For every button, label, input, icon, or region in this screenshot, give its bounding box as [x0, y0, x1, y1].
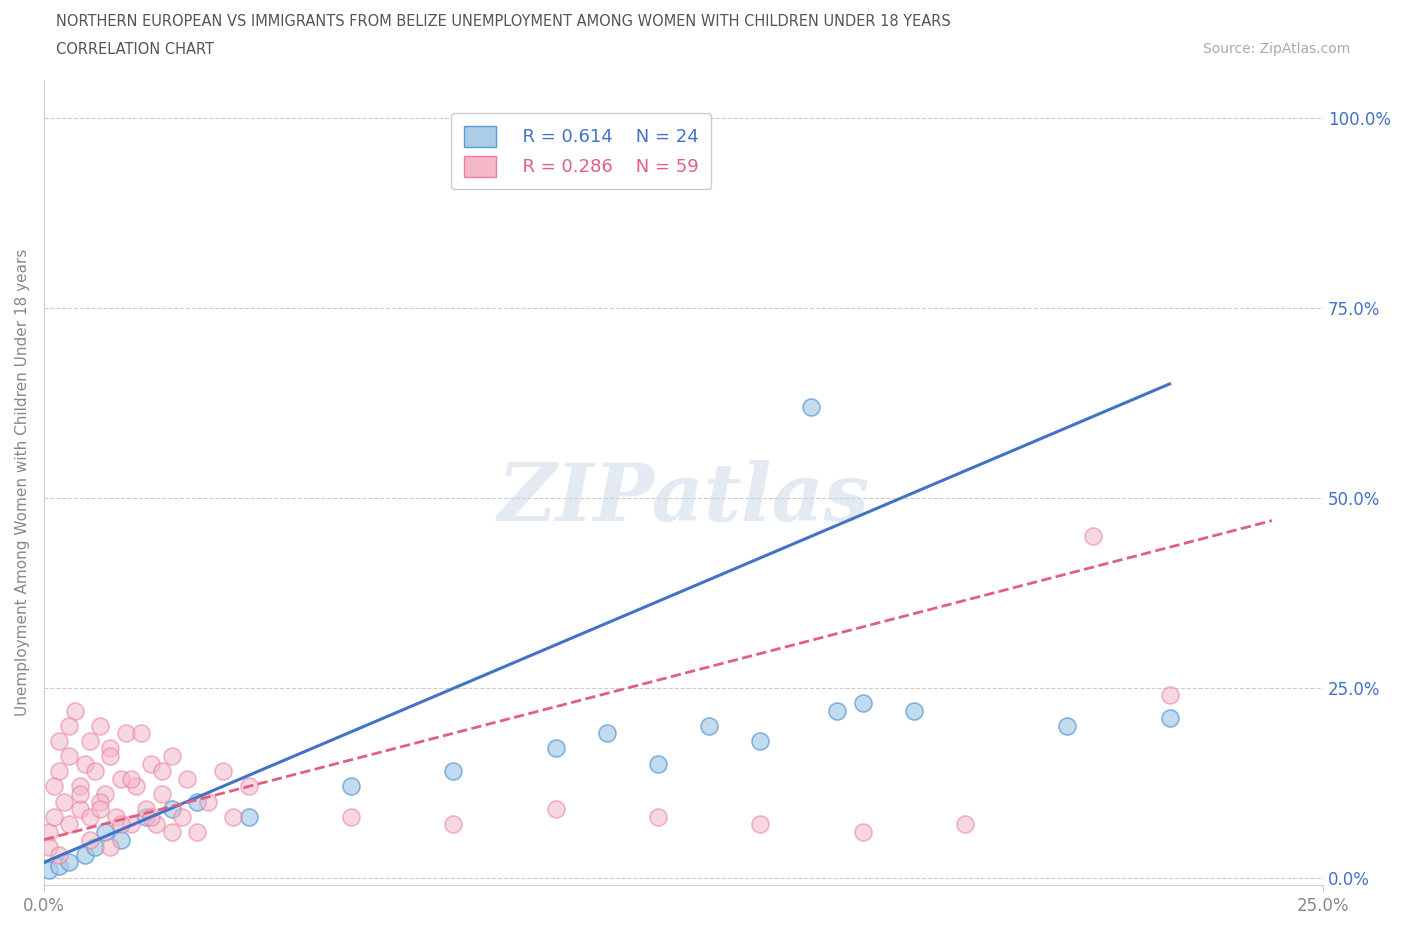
Point: [63, 703, 86, 718]
Point: [89, 718, 111, 733]
Point: [73, 847, 96, 862]
Point: [544, 741, 567, 756]
Text: CORRELATION CHART: CORRELATION CHART: [56, 42, 214, 57]
Point: [697, 718, 720, 733]
Point: [186, 825, 208, 840]
Point: [58, 718, 80, 733]
Text: ZIPatlas: ZIPatlas: [498, 460, 869, 538]
Point: [84, 840, 107, 855]
Point: [125, 779, 148, 794]
Point: [38, 840, 60, 855]
Point: [110, 832, 132, 847]
Point: [38, 825, 60, 840]
Point: [42, 809, 65, 824]
Point: [100, 749, 122, 764]
Point: [79, 832, 101, 847]
Point: [94, 825, 117, 840]
Point: [160, 802, 183, 817]
Point: [79, 809, 101, 824]
Point: [79, 734, 101, 749]
Point: [120, 817, 142, 831]
Point: [852, 696, 875, 711]
Point: [38, 862, 60, 877]
Point: [852, 825, 875, 840]
Point: [340, 779, 363, 794]
Point: [238, 779, 260, 794]
Point: [42, 779, 65, 794]
Point: [69, 787, 91, 802]
Point: [110, 771, 132, 786]
Point: [749, 734, 772, 749]
Point: [100, 840, 122, 855]
Point: [197, 794, 219, 809]
Point: [94, 787, 117, 802]
Point: [150, 787, 173, 802]
Point: [73, 756, 96, 771]
Point: [186, 794, 208, 809]
Y-axis label: Unemployment Among Women with Children Under 18 years: Unemployment Among Women with Children U…: [15, 249, 30, 716]
Point: [89, 794, 111, 809]
Point: [953, 817, 976, 831]
Point: [48, 764, 70, 778]
Point: [647, 756, 669, 771]
Point: [749, 817, 772, 831]
Point: [212, 764, 235, 778]
Point: [114, 725, 136, 740]
Point: [120, 771, 142, 786]
Point: [141, 756, 163, 771]
Point: [647, 809, 669, 824]
Point: [145, 817, 167, 831]
Point: [544, 802, 567, 817]
Point: [53, 794, 76, 809]
Point: [170, 809, 193, 824]
Point: [160, 825, 183, 840]
Point: [58, 855, 80, 870]
Point: [69, 802, 91, 817]
Point: [58, 749, 80, 764]
Point: [89, 802, 111, 817]
Point: [69, 779, 91, 794]
Text: NORTHERN EUROPEAN VS IMMIGRANTS FROM BELIZE UNEMPLOYMENT AMONG WOMEN WITH CHILDR: NORTHERN EUROPEAN VS IMMIGRANTS FROM BEL…: [56, 14, 950, 29]
Point: [441, 764, 464, 778]
Point: [150, 764, 173, 778]
Point: [1056, 718, 1078, 733]
Point: [141, 809, 163, 824]
Point: [176, 771, 198, 786]
Point: [800, 399, 823, 414]
Legend:   R = 0.614    N = 24,   R = 0.286    N = 59: R = 0.614 N = 24, R = 0.286 N = 59: [451, 113, 711, 190]
Point: [58, 817, 80, 831]
Point: [340, 809, 363, 824]
Point: [135, 809, 157, 824]
Point: [48, 858, 70, 873]
Point: [825, 703, 848, 718]
Point: [84, 764, 107, 778]
Point: [1159, 711, 1181, 725]
Point: [1081, 528, 1104, 543]
Point: [441, 817, 464, 831]
Point: [238, 809, 260, 824]
Point: [110, 817, 132, 831]
Point: [596, 725, 619, 740]
Point: [160, 749, 183, 764]
Point: [222, 809, 245, 824]
Point: [104, 809, 127, 824]
Point: [100, 741, 122, 756]
Point: [129, 725, 152, 740]
Text: Source: ZipAtlas.com: Source: ZipAtlas.com: [1202, 42, 1350, 56]
Point: [1159, 688, 1181, 703]
Point: [48, 847, 70, 862]
Point: [903, 703, 925, 718]
Point: [135, 802, 157, 817]
Point: [48, 734, 70, 749]
